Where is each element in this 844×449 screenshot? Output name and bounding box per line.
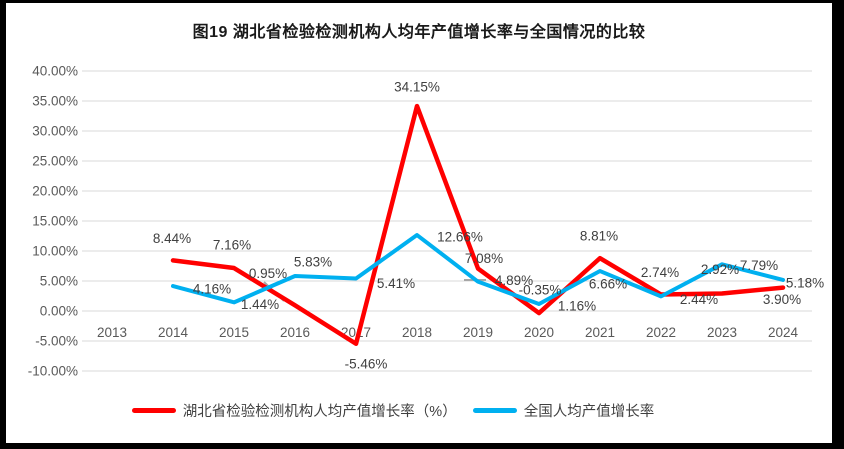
y-axis-tick-label: 5.00% xyxy=(40,274,78,289)
series-line-0 xyxy=(170,103,786,347)
legend-item-national: 全国人均产值增长率 xyxy=(472,400,655,421)
x-axis-tick-label: 2023 xyxy=(707,325,737,340)
data-label: 12.66% xyxy=(437,230,483,245)
data-label: -5.46% xyxy=(345,356,388,371)
series-line-1 xyxy=(171,233,785,307)
data-label: 8.81% xyxy=(580,229,618,244)
legend-item-hubei: 湖北省检验检测机构人均产值增长率（%） xyxy=(131,400,457,421)
y-axis-tick-label: -5.00% xyxy=(35,334,78,349)
data-label: 1.16% xyxy=(558,299,596,314)
data-label: 4.89% xyxy=(495,273,533,288)
chart-legend: 湖北省检验检测机构人均产值增长率（%） 全国人均产值增长率 xyxy=(0,400,806,421)
y-axis-tick-label: 20.00% xyxy=(32,184,78,199)
y-axis-tick-label: 40.00% xyxy=(32,64,78,79)
x-axis-tick-label: 2014 xyxy=(158,325,189,340)
x-axis-tick-label: 2022 xyxy=(646,325,676,340)
x-axis-tick-label: 2019 xyxy=(463,325,493,340)
x-axis-tick-label: 2016 xyxy=(280,325,310,340)
data-label: 34.15% xyxy=(394,80,440,95)
chart-background xyxy=(6,3,832,443)
x-axis-tick-label: 2018 xyxy=(402,325,432,340)
legend-swatch-national-line xyxy=(472,408,517,413)
data-label: 6.66% xyxy=(589,277,627,292)
data-label: 2.44% xyxy=(680,292,718,307)
legend-label-national: 全国人均产值增长率 xyxy=(523,404,655,420)
y-axis-tick-label: 15.00% xyxy=(32,214,78,229)
x-axis-tick-label: 2017 xyxy=(341,325,371,340)
data-label: 5.18% xyxy=(786,275,824,290)
legend-label-hubei: 湖北省检验检测机构人均产值增长率（%） xyxy=(182,404,457,420)
data-label: 2.74% xyxy=(641,265,679,280)
x-axis-tick-label: 2013 xyxy=(97,325,127,340)
x-axis-tick-label: 2020 xyxy=(524,325,554,340)
data-label: 7.16% xyxy=(213,238,251,253)
x-axis-tick-label: 2024 xyxy=(768,325,799,340)
y-axis-tick-label: 30.00% xyxy=(32,124,78,139)
chart-title: 图19 湖北省检验检测机构人均年产值增长率与全国情况的比较 xyxy=(192,24,646,41)
data-label: 4.16% xyxy=(193,282,231,297)
data-label: 7.08% xyxy=(465,251,503,266)
data-label: 7.79% xyxy=(740,258,778,273)
y-axis-tick-label: 10.00% xyxy=(32,244,78,259)
data-label: 5.83% xyxy=(294,255,332,270)
legend-swatch-hubei-line xyxy=(131,408,176,413)
y-axis-tick-label: 0.00% xyxy=(40,304,78,319)
data-label: 5.41% xyxy=(377,276,415,291)
data-label: 3.90% xyxy=(763,292,801,307)
y-axis-tick-label: 25.00% xyxy=(32,154,78,169)
x-axis-tick-label: 2015 xyxy=(219,325,249,340)
y-axis-tick-label: 35.00% xyxy=(32,94,78,109)
data-label: 8.44% xyxy=(153,231,191,246)
data-label: 2.92% xyxy=(701,262,739,277)
data-label: 0.95% xyxy=(249,266,287,281)
data-label: -0.35% xyxy=(519,283,562,298)
data-label: 1.44% xyxy=(241,297,279,312)
x-axis-tick-label: 2021 xyxy=(585,325,615,340)
y-axis-tick-label: -10.00% xyxy=(28,364,78,379)
